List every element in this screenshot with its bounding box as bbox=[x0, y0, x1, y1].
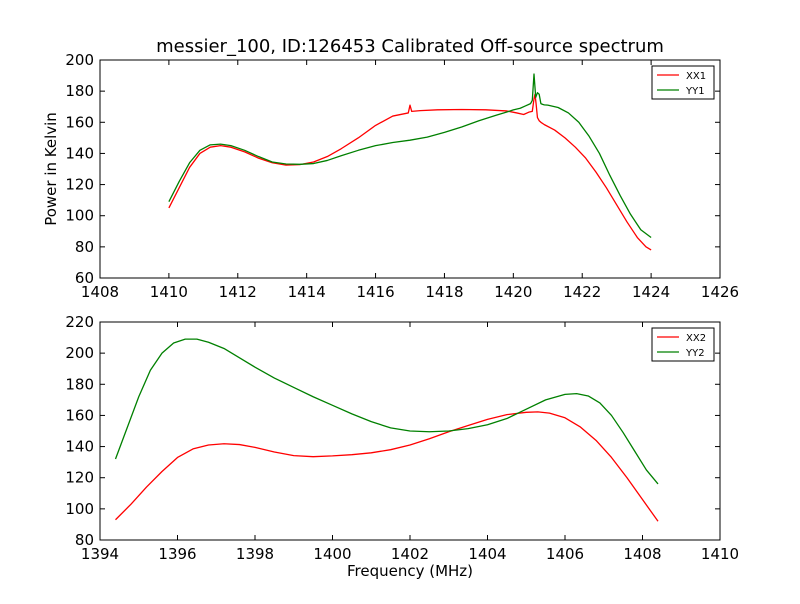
bottom-x-tick-label: 1406 bbox=[546, 545, 584, 563]
bottom-y-tick-label: 140 bbox=[65, 438, 94, 456]
bottom-y-tick-label: 200 bbox=[65, 344, 94, 362]
top-series-line-yy1 bbox=[168, 73, 652, 239]
bottom-x-axis-label: Frequency (MHz) bbox=[347, 562, 473, 580]
top-legend-label-xx1: XX1 bbox=[686, 71, 706, 82]
top-x-tick-label: 1416 bbox=[356, 283, 394, 301]
top-y-tick-label: 200 bbox=[65, 51, 94, 69]
bottom-x-tick-label: 1400 bbox=[313, 545, 351, 563]
bottom-legend-label-xx2: XX2 bbox=[686, 333, 706, 344]
bottom-x-tick-label: 1394 bbox=[81, 545, 119, 563]
top-series-line-xx1 bbox=[168, 93, 652, 251]
top-x-tick-label: 1422 bbox=[563, 283, 601, 301]
bottom-x-tick-label: 1404 bbox=[468, 545, 506, 563]
top-legend-box bbox=[651, 65, 715, 100]
top-y-axis-label: Power in Kelvin bbox=[42, 112, 60, 226]
top-plot-ticks: 1408 1410 1412 1414 1416 1418 1420 1422 1424 1426… bbox=[65, 51, 739, 301]
bottom-x-tick-label: 1398 bbox=[236, 545, 274, 563]
bottom-legend-label-yy2: YY2 bbox=[685, 348, 705, 359]
top-x-tick-label: 1414 bbox=[288, 283, 326, 301]
bottom-y-tick-label: 160 bbox=[65, 406, 94, 424]
top-legend-label-yy1: YY1 bbox=[685, 86, 705, 97]
bottom-x-tick-label: 1410 bbox=[701, 545, 739, 563]
top-x-tick-label: 1412 bbox=[219, 283, 257, 301]
bottom-y-tick-label: 100 bbox=[65, 500, 94, 518]
bottom-series-line-yy2 bbox=[114, 338, 659, 485]
top-y-tick-label: 180 bbox=[65, 82, 94, 100]
top-x-tick-label: 1424 bbox=[632, 283, 670, 301]
top-plot: 1408 1410 1412 1414 1416 1418 1420 1422 1424 1426… bbox=[42, 51, 739, 301]
bottom-legend-box bbox=[651, 327, 715, 362]
bottom-y-tick-label: 220 bbox=[65, 313, 94, 331]
top-y-tick-label: 80 bbox=[75, 238, 94, 256]
top-x-tick-label: 1426 bbox=[701, 283, 739, 301]
bottom-x-tick-label: 1396 bbox=[158, 545, 196, 563]
top-y-tick-label: 140 bbox=[65, 144, 94, 162]
top-plot-series bbox=[168, 73, 652, 251]
chart-title: messier_100, ID:126453 Calibrated Off-so… bbox=[156, 36, 664, 57]
bottom-y-tick-label: 80 bbox=[75, 531, 94, 549]
bottom-x-tick-label: 1402 bbox=[391, 545, 429, 563]
top-y-tick-label: 120 bbox=[65, 176, 94, 194]
bottom-plot-series bbox=[114, 338, 659, 522]
bottom-y-tick-label: 180 bbox=[65, 375, 94, 393]
top-plot-area bbox=[100, 60, 720, 278]
top-x-tick-label: 1408 bbox=[81, 283, 119, 301]
top-x-tick-label: 1420 bbox=[494, 283, 532, 301]
bottom-y-tick-label: 120 bbox=[65, 469, 94, 487]
top-plot-frame bbox=[99, 59, 721, 279]
top-x-tick-label: 1410 bbox=[150, 283, 188, 301]
bottom-plot: 1394 1396 1398 1400 1402 1404 1406 1408 1410 80 10… bbox=[65, 313, 739, 580]
top-y-tick-label: 100 bbox=[65, 207, 94, 225]
top-x-tick-label: 1418 bbox=[425, 283, 463, 301]
top-y-tick-label: 160 bbox=[65, 113, 94, 131]
top-y-tick-label: 60 bbox=[75, 269, 94, 287]
bottom-x-tick-label: 1408 bbox=[623, 545, 661, 563]
bottom-series-line-xx2 bbox=[115, 411, 659, 522]
bottom-plot-frame bbox=[99, 321, 721, 541]
